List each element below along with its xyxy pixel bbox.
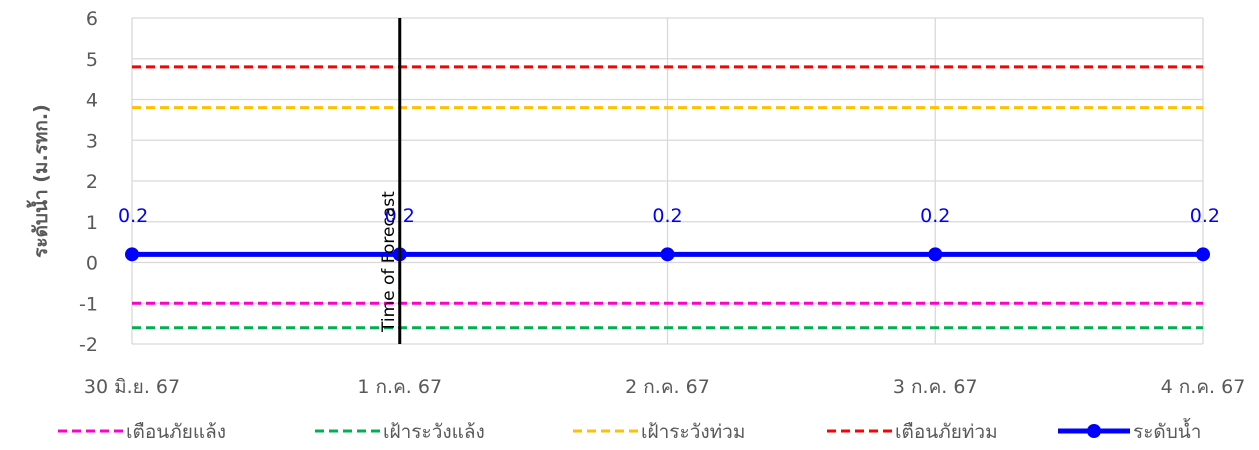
x-tick-label: 30 มิ.ย. 67 [84,376,180,398]
y-tick-label: 4 [86,90,98,112]
y-tick-label: 1 [86,212,98,234]
x-tick-label: 4 ก.ค. 67 [1161,376,1246,398]
data-label: 0.2 [118,205,148,227]
data-point [1196,247,1210,262]
data-point [125,247,139,262]
legend-layer: เตือนภัยแล้ง เฝ้าระวังแล้ง เฝ้าระวังท่วม เต… [58,418,1201,443]
legend-label: เฝ้าระวังแล้ง [383,421,485,443]
y-tick-label: -2 [79,334,98,356]
legend-marker [1087,424,1101,438]
data-point [928,247,943,262]
y-tick-label: 0 [86,253,98,275]
legend-label: เตือนภัยท่วม [895,421,998,443]
annotation-layer: Time of Forecast [379,18,402,344]
data-label: 0.2 [652,205,682,227]
series-layer: 0.20.20.20.20.2 [118,65,1220,330]
legend-label: ระดับน้ำ [1133,418,1201,443]
y-tick-label: -1 [79,293,98,315]
data-label: 0.2 [920,205,950,227]
legend-label: เฝ้าระวังท่วม [641,421,745,443]
y-axis-title: ระดับน้ำ (ม.รทก.) [26,104,52,258]
x-tick-label: 3 ก.ค. 67 [893,376,978,398]
y-tick-label: 6 [86,8,98,30]
y-tick-label: 2 [86,171,98,193]
data-point [660,247,675,262]
x-tick-label: 1 ก.ค. 67 [357,376,442,398]
legend-label: เตือนภัยแล้ง [126,421,226,443]
forecast-label: Time of Forecast [379,191,399,333]
data-label: 0.2 [1190,205,1220,227]
y-tick-label: 3 [86,130,98,152]
x-tick-label: 2 ก.ค. 67 [625,376,710,398]
y-tick-label: 5 [86,49,98,71]
axis-layer: -2 -1 0 1 2 3 4 5 6 30 มิ.ย. 67 1 ก.ค. 67 2 ก.ค. 67… [26,8,1245,398]
